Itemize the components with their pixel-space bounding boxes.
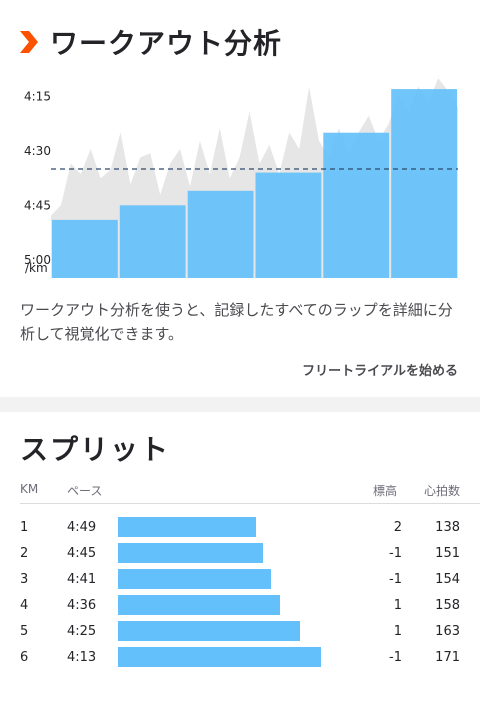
split-row: 2 4:45 -1 151 [0, 543, 480, 565]
y-tick-label: 4:30 [24, 144, 51, 158]
split-elevation: -1 [389, 650, 402, 665]
split-pace: 4:36 [67, 598, 97, 613]
split-pace-bar [118, 517, 256, 537]
pace-bar [52, 219, 118, 278]
pace-bar [391, 89, 457, 278]
split-km: 6 [20, 650, 29, 665]
split-heart-rate: 163 [435, 624, 460, 639]
split-pace: 4:45 [67, 546, 97, 561]
split-pace: 4:25 [67, 624, 97, 639]
split-row: 1 4:49 2 138 [0, 517, 480, 539]
split-km: 5 [20, 624, 29, 639]
pace-chart: 4:15 4:30 4:45 5:00/km [0, 60, 480, 290]
pace-bar [255, 172, 322, 278]
workout-analysis-header: ワークアウト分析 [20, 22, 282, 62]
col-header-pace: ペース [67, 484, 103, 498]
split-elevation: 1 [393, 598, 402, 613]
split-row: 3 4:41 -1 154 [0, 569, 480, 591]
y-tick-label: 4:45 [24, 198, 51, 212]
split-km: 2 [20, 546, 29, 561]
splits-title: スプリット [20, 433, 171, 466]
split-elevation: -1 [389, 572, 402, 587]
pace-bar [187, 190, 254, 278]
split-km: 3 [20, 572, 29, 587]
chevron-right-icon [20, 31, 38, 53]
free-trial-link[interactable]: フリートライアルを始める [302, 364, 458, 379]
col-header-elevation: 標高 [372, 484, 397, 498]
workout-analysis-title: ワークアウト分析 [50, 27, 283, 60]
split-pace-bar [118, 543, 264, 563]
split-heart-rate: 171 [435, 650, 460, 665]
split-pace: 4:41 [67, 572, 97, 587]
split-heart-rate: 151 [435, 546, 460, 561]
y-axis-unit-label: /km [25, 261, 48, 275]
pace-bar [323, 132, 390, 278]
split-pace-bar [118, 569, 271, 589]
split-row: 6 4:13 -1 171 [0, 647, 480, 669]
workout-analysis-description: ワークアウト分析を使うと、記録したすべてのラップを詳細に分析して視覚化できます。 [20, 301, 453, 343]
split-pace-bar [118, 595, 280, 615]
split-row: 5 4:25 1 163 [0, 621, 480, 643]
pace-chart-svg: 4:15 4:30 4:45 5:00/km [24, 78, 458, 278]
split-km: 4 [20, 598, 29, 613]
split-pace: 4:13 [67, 650, 97, 665]
y-tick-label: 4:15 [24, 89, 51, 103]
y-tick-label: 5:00 [24, 253, 51, 267]
split-pace: 4:49 [67, 520, 97, 535]
pace-bar [119, 205, 186, 278]
splits-card: スプリット KM ペース 標高 心拍数 1 4:49 2 138 2 4:45 -1 151 3… [0, 412, 480, 701]
split-km: 1 [20, 520, 29, 535]
split-heart-rate: 154 [435, 572, 460, 587]
header-divider [20, 503, 480, 504]
col-header-heart-rate: 心拍数 [423, 484, 460, 498]
split-pace-bar [118, 621, 300, 641]
split-elevation: 1 [393, 624, 402, 639]
split-elevation: 2 [393, 520, 402, 535]
split-heart-rate: 158 [435, 598, 460, 613]
split-pace-bar [118, 647, 322, 667]
col-header-km: KM [20, 482, 39, 496]
workout-analysis-card: ワークアウト分析 4:15 4:30 4:45 5:00/km ワークアウト分析を使う… [0, 0, 480, 397]
split-heart-rate: 138 [435, 520, 460, 535]
split-row: 4 4:36 1 158 [0, 595, 480, 617]
split-elevation: -1 [389, 546, 402, 561]
